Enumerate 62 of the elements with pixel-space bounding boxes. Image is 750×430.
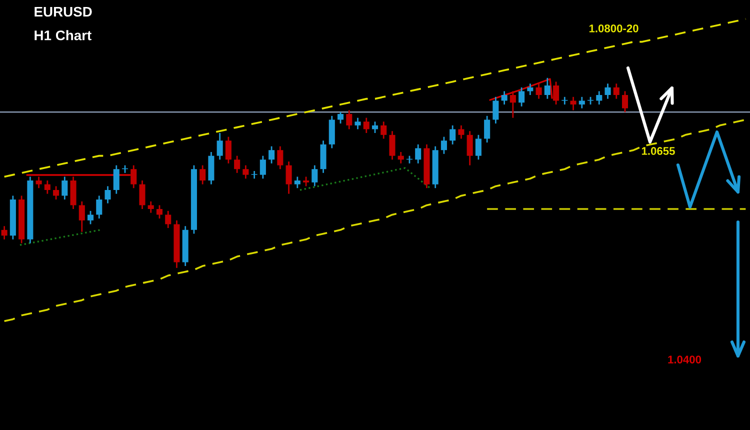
text: 1.0800-20 xyxy=(589,24,638,32)
candlestick xyxy=(104,186,111,204)
candlestick xyxy=(622,90,628,113)
candlestick xyxy=(450,124,456,146)
candlestick xyxy=(338,111,344,124)
candlestick xyxy=(96,195,102,220)
chart-subtitle: H1 Chart xyxy=(34,30,92,40)
candlestick xyxy=(372,120,378,134)
candlestick xyxy=(484,115,490,144)
candlestick xyxy=(148,200,154,214)
annotation: 1.0655 xyxy=(642,147,675,155)
text: 1.0400 xyxy=(668,356,702,364)
candlestick xyxy=(544,77,550,100)
candlestick xyxy=(475,134,482,160)
candlestick xyxy=(354,117,361,130)
candlestick xyxy=(277,146,284,170)
candlestick xyxy=(268,146,275,164)
candlestick xyxy=(139,180,146,210)
candlestick xyxy=(492,96,499,124)
candlestick xyxy=(216,132,223,160)
candlestick xyxy=(303,176,310,187)
candlestick xyxy=(234,155,240,174)
candlestick xyxy=(260,155,266,180)
candlestick xyxy=(286,160,292,195)
candlestick xyxy=(88,210,94,225)
candlestick xyxy=(62,176,68,200)
candlestick xyxy=(1,225,8,240)
candlestick xyxy=(527,82,534,96)
candlestick xyxy=(536,82,542,100)
candlestick xyxy=(294,176,300,189)
candlestick xyxy=(242,164,249,180)
candlestick xyxy=(518,86,525,108)
candlestick xyxy=(251,170,258,180)
candlestick xyxy=(570,96,576,111)
candlestick xyxy=(380,120,387,140)
candlestick xyxy=(466,130,473,166)
candlestick xyxy=(225,136,232,164)
candlestick xyxy=(113,164,120,195)
candlestick xyxy=(510,90,516,119)
candlestick xyxy=(78,200,85,233)
candlestick xyxy=(389,130,396,160)
candlestick xyxy=(165,210,172,229)
candlestick xyxy=(501,90,508,106)
candlestick xyxy=(312,164,318,187)
chart-title: EURUSD xyxy=(34,6,92,17)
candlestick xyxy=(200,164,206,186)
candlestick xyxy=(415,144,422,164)
candlestick xyxy=(346,110,352,130)
candlestick xyxy=(53,186,60,200)
candlestick xyxy=(44,180,50,195)
candlestick xyxy=(36,176,42,189)
candlestick xyxy=(156,204,162,220)
candlestick xyxy=(440,136,447,155)
candlestick xyxy=(613,82,620,100)
candlestick xyxy=(363,117,370,134)
candlestick xyxy=(596,90,602,106)
candlestick xyxy=(578,96,585,110)
candlestick xyxy=(553,81,560,106)
candlestick xyxy=(604,82,611,100)
candlestick xyxy=(458,124,464,140)
candlestick xyxy=(398,151,404,164)
candlestick xyxy=(130,164,137,189)
